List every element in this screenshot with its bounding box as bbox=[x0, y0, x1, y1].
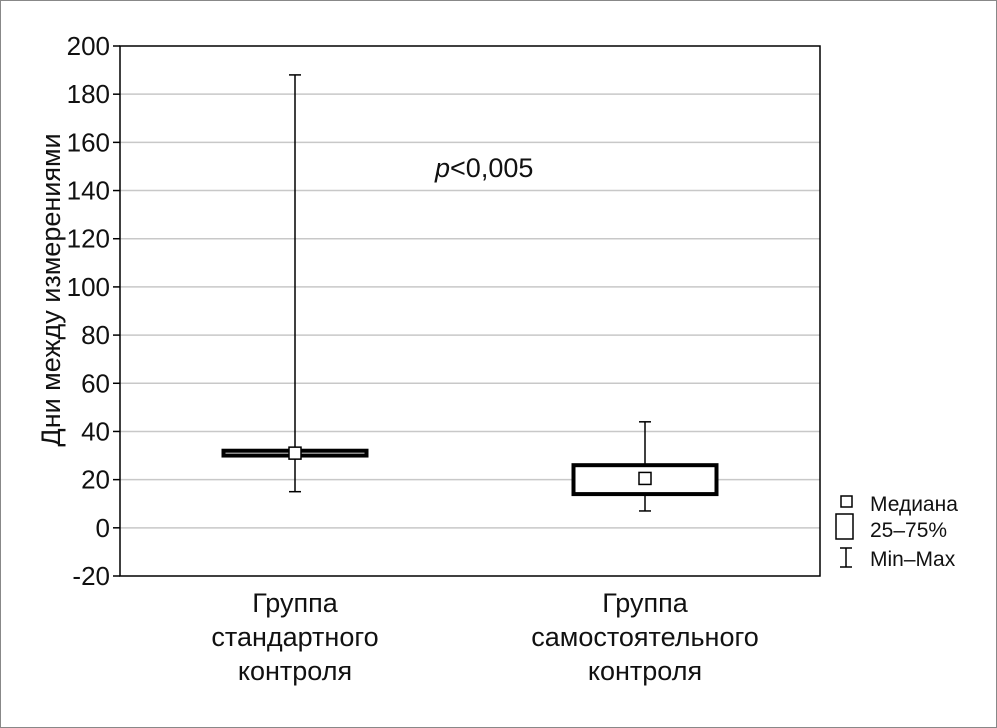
plot-area bbox=[119, 45, 821, 577]
legend-range-label: Min–Max bbox=[870, 548, 956, 571]
y-tick-label: 100 bbox=[67, 272, 110, 302]
y-tick-label: 180 bbox=[67, 79, 110, 109]
category-label-line: стандартного bbox=[211, 622, 378, 652]
box-1 bbox=[221, 74, 369, 493]
p-value-text: <0,005 bbox=[450, 153, 533, 183]
legend-median-symbol bbox=[840, 495, 853, 508]
x-category-label: Группа самостоятельного контроля bbox=[531, 588, 759, 686]
legend-iqr-symbol bbox=[835, 513, 854, 540]
y-tick-label: 80 bbox=[81, 320, 110, 350]
boxes bbox=[221, 74, 719, 512]
y-tick-label: 20 bbox=[81, 465, 110, 495]
y-tick-label: 60 bbox=[81, 368, 110, 398]
y-tick-label: 40 bbox=[81, 416, 110, 446]
category-label-line: Группа bbox=[602, 588, 689, 618]
median-marker bbox=[288, 446, 302, 460]
category-label-line: Группа bbox=[252, 588, 339, 618]
box-2 bbox=[571, 421, 719, 512]
legend: Медиана 25–75% Min–Max bbox=[835, 493, 958, 571]
p-value-annotation: p<0,005 bbox=[434, 153, 533, 183]
y-tick-label: 160 bbox=[67, 127, 110, 157]
median-marker bbox=[638, 471, 652, 486]
y-tick-label: 200 bbox=[67, 31, 110, 61]
y-tick-label: -20 bbox=[72, 561, 110, 591]
legend-median-label: Медиана bbox=[870, 493, 958, 516]
y-tick-label: 0 bbox=[96, 513, 110, 543]
y-tick-label: 140 bbox=[67, 176, 110, 206]
legend-iqr-label: 25–75% bbox=[870, 519, 947, 542]
y-axis-label: Дни между измерениями bbox=[36, 133, 66, 446]
legend-range-symbol bbox=[840, 547, 852, 568]
category-label-line: контроля bbox=[588, 656, 702, 686]
category-label-line: контроля bbox=[238, 656, 352, 686]
category-labels: Группа стандартного контроля Группа самостоя… bbox=[211, 588, 758, 686]
y-tick-label: 120 bbox=[67, 224, 110, 254]
category-label-line: самостоятельного bbox=[531, 622, 759, 652]
x-category-label: Группа стандартного контроля bbox=[211, 588, 378, 686]
p-symbol: p bbox=[434, 153, 450, 183]
